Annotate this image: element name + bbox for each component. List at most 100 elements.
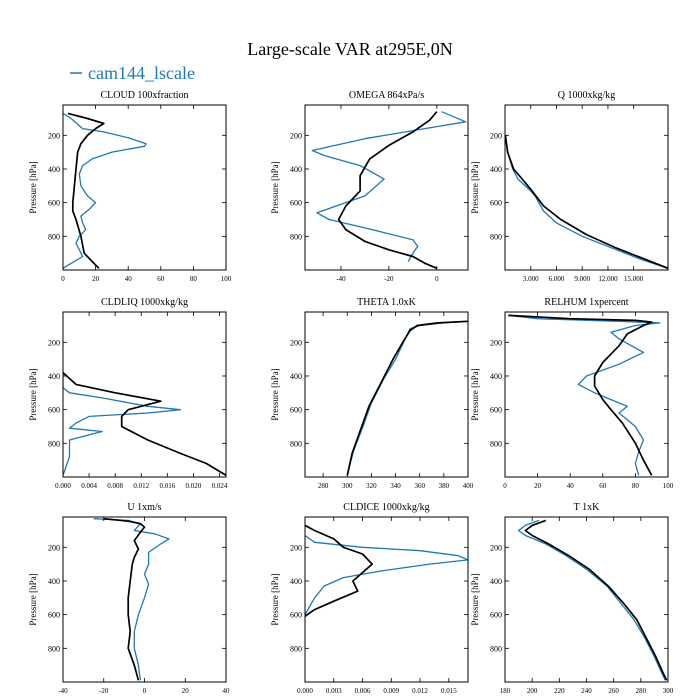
x-tick-label: 0 <box>435 275 439 283</box>
y-tick-label: 800 <box>290 439 302 448</box>
series-line-model <box>517 519 666 681</box>
x-tick-label: 220 <box>554 687 565 695</box>
panel-4: THETA 1.0xK Pressure [hPa] 200 400 600 800 280… <box>270 297 474 490</box>
x-tick-label: 240 <box>581 687 592 695</box>
series-group <box>517 519 668 681</box>
x-tick-label: 260 <box>608 687 619 695</box>
y-tick-label: 200 <box>48 543 60 552</box>
series-line-reference <box>524 519 668 681</box>
series-group <box>93 517 170 681</box>
panel-title: CLDICE 1000xkg/kg <box>343 502 429 513</box>
series-line-reference <box>305 524 373 617</box>
x-tick-label: 12.000 <box>598 275 618 283</box>
y-tick-label: 600 <box>48 611 60 620</box>
x-tick-label: 20 <box>534 482 542 490</box>
x-tick-label: 400 <box>463 482 474 490</box>
y-tick-label: 400 <box>48 165 60 174</box>
x-tick-label: 0 <box>61 275 65 283</box>
y-tick-label: 200 <box>490 543 502 552</box>
x-tick-label: 100 <box>221 275 232 283</box>
plot-frame <box>504 311 669 478</box>
plot-frame <box>62 311 227 478</box>
series-line-model <box>305 534 468 616</box>
panel-8: T 1xK Pressure [hPa] 200 400 600 800 180 200 220… <box>470 502 674 695</box>
x-tick-label: 380 <box>439 482 450 490</box>
x-tick-label: 60 <box>157 275 165 283</box>
x-tick-label: -20 <box>384 275 394 283</box>
x-tick-label: 280 <box>318 482 329 490</box>
panel-title: CLDLIQ 1000xkg/kg <box>101 297 188 308</box>
x-tick-label: 0.009 <box>383 687 399 695</box>
x-tick-label: 0.016 <box>159 482 175 490</box>
panel-2: Q 1000xkg/kg Pressure [hPa] 200 400 600 800 3.… <box>470 90 669 283</box>
y-tick-label: 200 <box>48 338 60 347</box>
y-tick-label: 400 <box>48 372 60 381</box>
y-axis-label: Pressure [hPa] <box>470 161 480 213</box>
x-tick-label: 9.000 <box>574 275 590 283</box>
series-line-model <box>346 320 468 476</box>
x-tick-label: 80 <box>190 275 198 283</box>
figure-title: Large-scale VAR at295E,0N <box>247 39 452 59</box>
series-line-model <box>505 135 668 269</box>
x-tick-label: 3.000 <box>523 275 539 283</box>
panel-title: THETA 1.0xK <box>357 297 416 308</box>
y-tick-label: 600 <box>48 199 60 208</box>
x-tick-label: 20 <box>92 275 100 283</box>
series-group <box>305 524 468 617</box>
x-tick-label: -40 <box>336 275 346 283</box>
x-tick-label: 360 <box>414 482 425 490</box>
y-tick-label: 800 <box>490 232 502 241</box>
series-group <box>311 111 467 270</box>
x-tick-label: 0.020 <box>186 482 202 490</box>
series-line-reference <box>337 111 438 270</box>
series-line-model <box>93 518 170 681</box>
legend-label: cam144_lscale <box>88 63 195 83</box>
series-line-model <box>508 314 661 476</box>
y-tick-label: 600 <box>290 199 302 208</box>
y-tick-label: 800 <box>490 644 502 653</box>
y-axis-label: Pressure [hPa] <box>28 573 38 625</box>
x-tick-label: 20 <box>182 687 190 695</box>
y-tick-label: 800 <box>290 644 302 653</box>
series-group <box>63 112 147 269</box>
x-tick-label: 80 <box>632 482 640 490</box>
x-tick-label: 0.012 <box>133 482 149 490</box>
x-tick-label: 200 <box>527 687 538 695</box>
y-tick-label: 400 <box>490 372 502 381</box>
x-tick-label: -40 <box>58 687 68 695</box>
y-axis-label: Pressure [hPa] <box>270 161 280 213</box>
y-tick-label: 400 <box>290 577 302 586</box>
panel-title: U 1xm/s <box>127 502 161 513</box>
panel-title: T 1xK <box>574 502 600 513</box>
y-tick-label: 400 <box>48 577 60 586</box>
x-tick-label: 0.006 <box>355 687 371 695</box>
x-tick-label: 0.000 <box>55 482 71 490</box>
x-tick-label: 0.024 <box>212 482 228 490</box>
y-tick-label: 200 <box>290 131 302 140</box>
panel-7: CLDICE 1000xkg/kg Pressure [hPa] 200 400 600… <box>270 502 469 695</box>
x-tick-label: 100 <box>663 482 674 490</box>
x-tick-label: 0.012 <box>412 687 428 695</box>
y-tick-label: 600 <box>490 199 502 208</box>
panel-6: U 1xm/s Pressure [hPa] 200 400 600 800 -40 -20 0… <box>28 502 230 695</box>
x-tick-label: 280 <box>636 687 647 695</box>
x-tick-label: 300 <box>342 482 353 490</box>
plot-frame <box>504 516 669 683</box>
y-tick-label: 800 <box>48 232 60 241</box>
plot-frame <box>304 104 469 271</box>
series-group <box>63 371 226 477</box>
x-tick-label: 0.008 <box>107 482 123 490</box>
x-tick-label: 0.000 <box>297 687 313 695</box>
series-line-reference <box>63 371 226 477</box>
plot-frame <box>62 104 227 271</box>
y-tick-label: 200 <box>290 543 302 552</box>
y-tick-label: 200 <box>290 338 302 347</box>
x-tick-label: -20 <box>99 687 109 695</box>
plot-frame <box>304 516 469 683</box>
panel-title: OMEGA 864xPa/s <box>349 90 424 101</box>
plot-frame <box>304 311 469 478</box>
